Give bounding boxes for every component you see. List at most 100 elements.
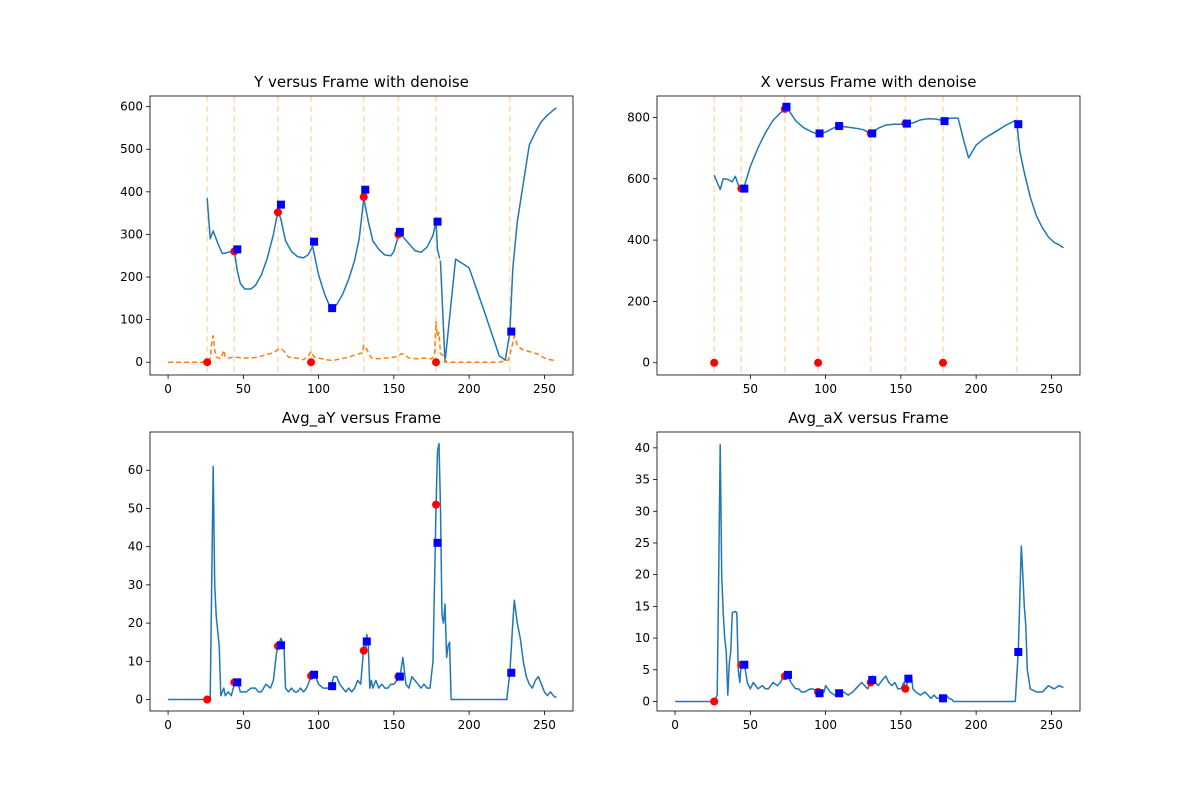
subplot-title: Avg_aX versus Frame xyxy=(788,409,948,428)
red-marker xyxy=(203,358,212,367)
red-marker xyxy=(432,500,441,509)
blue-marker xyxy=(1014,120,1023,129)
blue-marker xyxy=(362,637,371,646)
blue-marker xyxy=(507,668,516,677)
y-tick-label: 200 xyxy=(120,270,143,284)
y-tick-label: 400 xyxy=(627,233,650,247)
x-tick-label: 50 xyxy=(236,382,251,396)
blue-marker xyxy=(276,200,285,209)
series-dashed-line xyxy=(168,321,557,363)
y-tick-label: 10 xyxy=(128,654,143,668)
red-marker xyxy=(359,192,368,201)
subplot-y-vs-frame: Y versus Frame with denoise 0 50 100 150 200… xyxy=(120,73,574,396)
y-tick-label: 100 xyxy=(120,313,143,327)
y-tick-label: 600 xyxy=(627,172,650,186)
x-tick-label: 150 xyxy=(889,382,912,396)
x-tick-label: 250 xyxy=(533,382,556,396)
subplot-avg-ax-vs-frame: Avg_aX versus Frame 0 50 100 150 200 250 0 5 10 1… xyxy=(635,409,1081,732)
x-tick-label: 100 xyxy=(814,718,837,732)
red-marker xyxy=(939,358,948,367)
y-tick-label: 30 xyxy=(128,578,143,592)
x-tick-label: 250 xyxy=(1040,718,1063,732)
axes-frame xyxy=(149,431,574,712)
x-tick-label: 150 xyxy=(382,382,405,396)
subplot-title: Avg_aY versus Frame xyxy=(282,409,441,428)
series-line xyxy=(439,107,557,363)
blue-marker xyxy=(328,682,337,691)
blue-marker xyxy=(939,694,948,703)
y-tick-label: 20 xyxy=(635,568,650,582)
blue-marker xyxy=(233,678,242,687)
blue-marker xyxy=(310,237,319,246)
blue-marker xyxy=(868,129,877,138)
blue-marker xyxy=(835,122,844,131)
y-tick-label: 400 xyxy=(120,185,143,199)
subplot-title: Y versus Frame with denoise xyxy=(253,73,469,91)
x-tick-label: 200 xyxy=(965,718,988,732)
y-tick-label: 800 xyxy=(627,110,650,124)
y-tick-label: 40 xyxy=(635,441,650,455)
blue-marker xyxy=(835,689,844,698)
blue-marker xyxy=(328,304,337,313)
blue-marker xyxy=(940,117,949,126)
x-tick-label: 0 xyxy=(164,382,172,396)
blue-marker xyxy=(233,245,242,254)
series-line xyxy=(675,443,1064,703)
y-tick-label: 40 xyxy=(128,540,143,554)
blue-marker xyxy=(433,217,442,226)
x-tick-label: 200 xyxy=(965,382,988,396)
series-line xyxy=(168,442,557,701)
blue-marker xyxy=(740,184,749,193)
y-tick-label: 35 xyxy=(635,473,650,487)
x-tick-label: 50 xyxy=(743,718,758,732)
blue-marker xyxy=(276,641,285,650)
y-tick-label: 500 xyxy=(120,142,143,156)
plot-area xyxy=(168,442,557,704)
red-marker xyxy=(203,695,212,704)
y-tick-label: 200 xyxy=(627,294,650,308)
x-tick-label: 50 xyxy=(743,382,758,396)
x-tick-label: 100 xyxy=(307,382,330,396)
y-tick-label: 10 xyxy=(635,631,650,645)
plot-area xyxy=(710,96,1064,375)
plot-area xyxy=(168,96,557,375)
series-line xyxy=(438,255,442,263)
blue-marker xyxy=(904,674,913,683)
x-tick-label: 200 xyxy=(458,382,481,396)
blue-marker xyxy=(361,185,370,194)
y-tick-label: 15 xyxy=(635,599,650,613)
x-tick-label: 100 xyxy=(307,718,330,732)
blue-marker xyxy=(740,660,749,669)
axes-frame xyxy=(149,95,574,376)
axes-frame xyxy=(656,431,1081,712)
red-marker xyxy=(359,646,368,655)
x-tick-label: 0 xyxy=(671,718,679,732)
x-tick-label: 250 xyxy=(1040,382,1063,396)
x-tick-label: 200 xyxy=(458,718,481,732)
blue-marker xyxy=(815,129,824,138)
blue-marker xyxy=(902,119,911,128)
red-marker xyxy=(710,358,719,367)
blue-marker xyxy=(815,689,824,698)
x-tick-label: 50 xyxy=(236,718,251,732)
blue-marker xyxy=(1014,648,1023,657)
y-tick-label: 300 xyxy=(120,227,143,241)
x-tick-label: 150 xyxy=(382,718,405,732)
y-tick-label: 5 xyxy=(642,663,650,677)
y-tick-label: 0 xyxy=(642,356,650,370)
y-tick-label: 30 xyxy=(635,504,650,518)
y-tick-label: 0 xyxy=(135,693,143,707)
x-tick-label: 150 xyxy=(889,718,912,732)
axes-frame xyxy=(656,95,1081,376)
blue-marker xyxy=(507,327,516,336)
y-tick-label: 50 xyxy=(128,501,143,515)
series-line xyxy=(206,197,440,309)
subplot-x-vs-frame: X versus Frame with denoise 50 100 150 200 2… xyxy=(627,73,1081,396)
x-tick-label: 100 xyxy=(814,382,837,396)
series-line xyxy=(713,108,1064,249)
blue-marker xyxy=(868,675,877,684)
y-tick-label: 0 xyxy=(135,355,143,369)
red-marker xyxy=(307,358,316,367)
y-tick-label: 0 xyxy=(642,694,650,708)
